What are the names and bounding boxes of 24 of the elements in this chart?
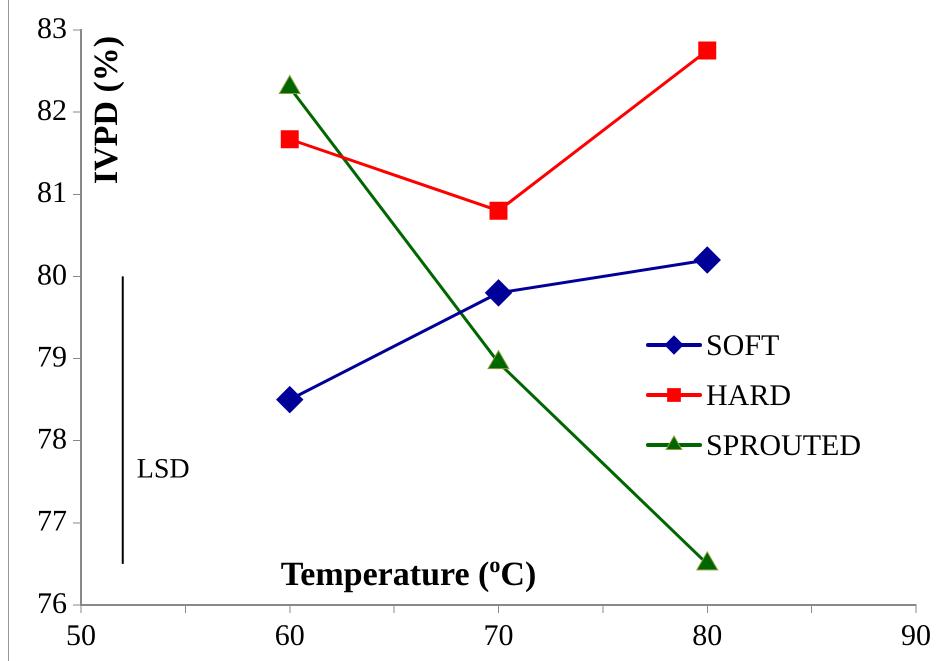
legend-label: HARD <box>706 378 792 412</box>
point <box>485 279 512 306</box>
x-tick-label: 60 <box>274 618 305 652</box>
y-tick-label: 76 <box>37 586 67 620</box>
point <box>490 202 508 220</box>
point <box>280 130 299 148</box>
x-tick-label: 50 <box>66 618 96 652</box>
x-tick-label: 70 <box>484 618 514 652</box>
y-tick-label: 78 <box>37 422 67 456</box>
y-tick-label: 80 <box>37 258 67 292</box>
point <box>698 42 716 60</box>
legend-label: SOFT <box>706 328 780 362</box>
y-tick-label: 81 <box>37 176 67 210</box>
x-tick-label: 90 <box>901 618 931 652</box>
legend-label: SPROUTED <box>706 428 862 462</box>
x-tick-label: 80 <box>692 618 722 652</box>
y-axis-title: IVPD (%) <box>88 36 125 184</box>
annotation: LSD <box>136 454 190 485</box>
y-tick-label: 83 <box>37 12 67 45</box>
point <box>694 246 721 274</box>
y-tick-label: 82 <box>37 94 67 128</box>
y-tick-label: 79 <box>37 340 67 374</box>
y-tick-label: 77 <box>37 504 67 538</box>
point <box>276 386 304 414</box>
